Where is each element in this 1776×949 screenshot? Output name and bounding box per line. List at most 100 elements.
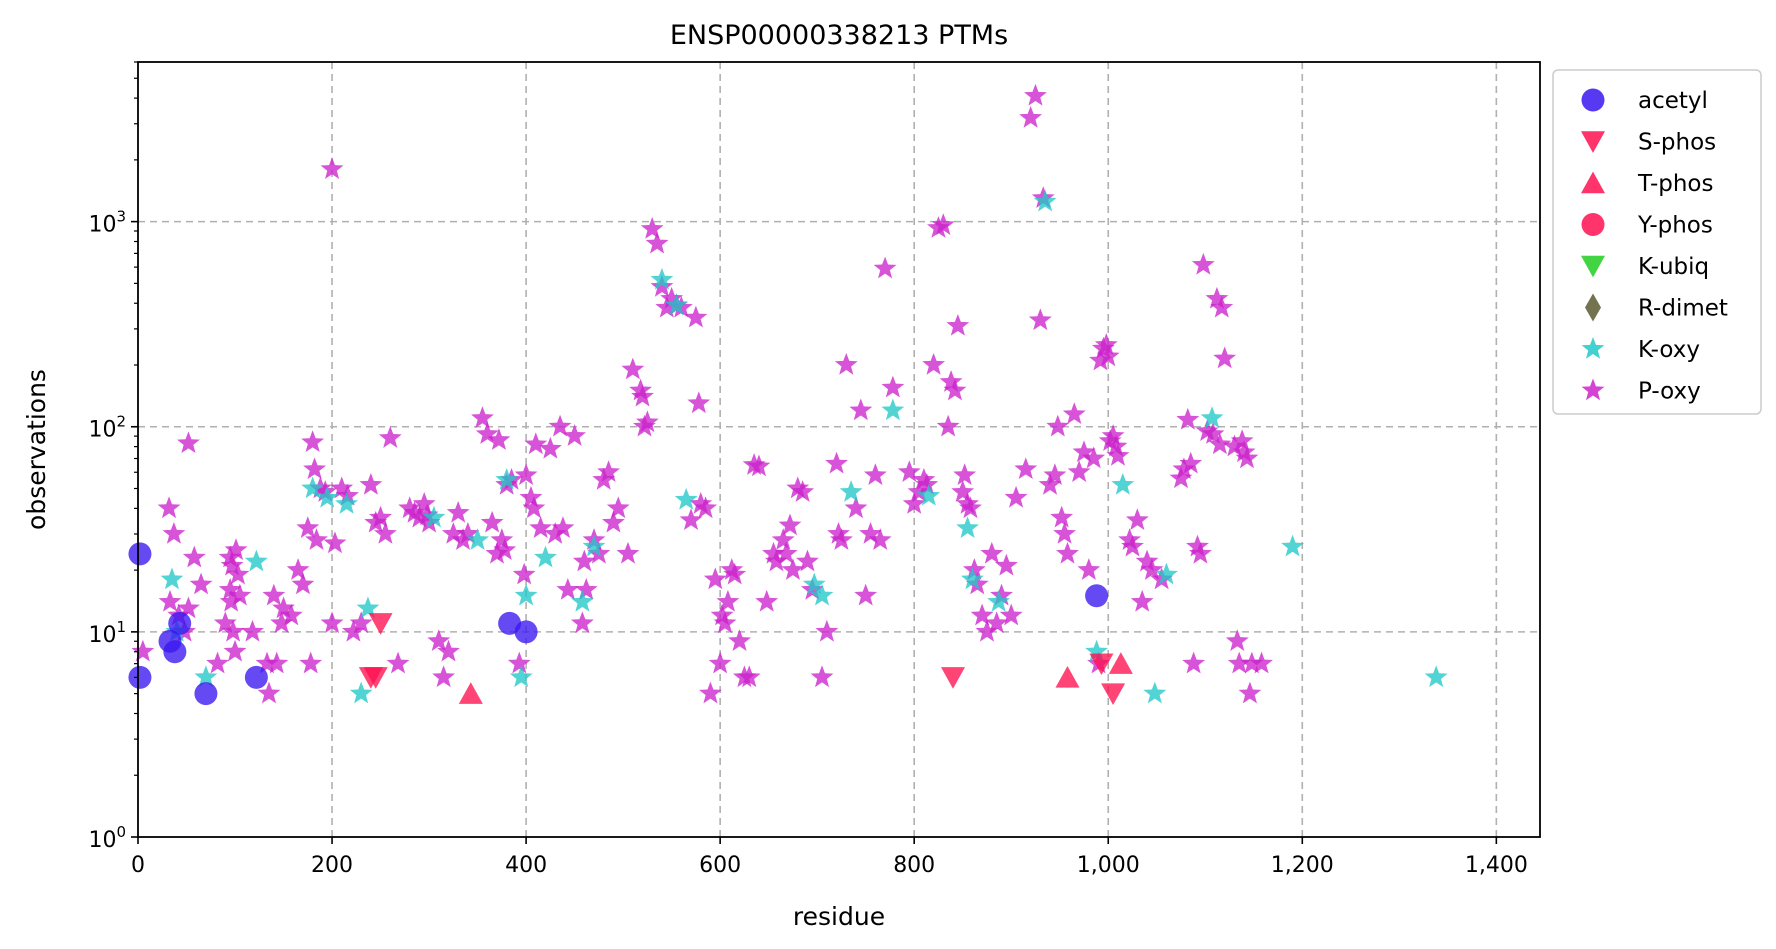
series-K-oxy	[160, 189, 1448, 704]
point-P-oxy	[524, 432, 548, 455]
point-K-oxy	[315, 485, 339, 508]
point-P-oxy	[456, 522, 480, 544]
point-P-oxy	[679, 508, 703, 530]
point-K-oxy	[534, 545, 557, 568]
point-P-oxy	[574, 578, 598, 600]
point-P-oxy	[374, 522, 397, 544]
point-T-phos	[1055, 665, 1080, 688]
point-P-oxy	[514, 463, 538, 485]
legend-marker-P-oxy	[1581, 378, 1605, 401]
point-P-oxy	[936, 414, 960, 437]
point-P-oxy	[946, 313, 970, 336]
point-P-oxy	[1140, 558, 1164, 580]
plot-frame	[137, 61, 1541, 838]
point-P-oxy	[412, 492, 436, 514]
point-P-oxy	[548, 414, 572, 437]
point-P-oxy	[970, 603, 994, 626]
legend-marker-Y-phos	[1581, 213, 1605, 236]
point-P-oxy	[868, 528, 892, 550]
point-P-oxy	[313, 480, 337, 502]
point-K-oxy	[582, 534, 606, 557]
chart-title: ENSP00000338213 PTMs	[670, 20, 1008, 51]
point-P-oxy	[1179, 451, 1203, 474]
point-P-oxy	[446, 500, 470, 523]
point-P-oxy	[650, 275, 674, 297]
point-P-oxy	[713, 611, 737, 634]
series-S-phos	[358, 613, 1126, 706]
point-P-oxy	[572, 549, 596, 572]
point-P-oxy	[956, 492, 979, 514]
point-P-oxy	[708, 651, 732, 674]
point-P-oxy	[359, 473, 383, 495]
point-P-oxy	[980, 541, 1004, 564]
point-P-oxy	[1089, 348, 1112, 371]
point-P-oxy	[834, 353, 858, 375]
point-P-oxy	[441, 522, 465, 544]
point-P-oxy	[182, 545, 206, 568]
point-P-oxy	[1096, 344, 1120, 367]
point-P-oxy	[791, 480, 815, 502]
point-P-oxy	[305, 528, 328, 550]
point-P-oxy	[224, 538, 248, 560]
point-acetyl	[514, 620, 538, 644]
point-P-oxy	[341, 619, 365, 642]
point-P-oxy	[157, 496, 181, 519]
point-P-oxy	[1135, 549, 1159, 572]
point-P-oxy	[703, 567, 727, 590]
point-P-oxy	[629, 378, 652, 401]
point-P-oxy	[1191, 252, 1215, 275]
point-K-oxy	[1200, 406, 1224, 428]
point-P-oxy	[723, 562, 747, 585]
point-P-oxy	[1201, 422, 1225, 444]
legend-label-T-phos: T-phos	[1637, 171, 1713, 197]
point-P-oxy	[931, 213, 955, 235]
point-P-oxy	[1004, 485, 1028, 508]
point-P-oxy	[1230, 429, 1254, 451]
point-K-oxy	[301, 476, 325, 499]
point-P-oxy	[158, 589, 182, 612]
point-P-oxy	[519, 485, 543, 508]
point-P-oxy	[162, 522, 186, 544]
point-S-phos	[1101, 683, 1126, 706]
point-P-oxy	[939, 370, 963, 392]
point-P-oxy	[827, 522, 850, 544]
point-P-oxy	[507, 651, 531, 674]
point-P-oxy	[270, 611, 294, 634]
point-P-oxy	[975, 619, 999, 642]
point-K-oxy	[1155, 562, 1178, 585]
point-P-oxy	[859, 522, 882, 544]
point-P-oxy	[1101, 424, 1125, 446]
point-P-oxy	[621, 357, 645, 380]
point-P-oxy	[1118, 528, 1141, 550]
point-P-oxy	[529, 516, 553, 538]
x-tick-label: 1,400	[1465, 853, 1528, 878]
point-P-oxy	[1094, 333, 1118, 355]
point-P-oxy	[1014, 457, 1038, 480]
point-P-oxy	[810, 665, 834, 688]
point-K-oxy	[987, 589, 1011, 612]
point-P-oxy	[427, 629, 451, 651]
point-K-oxy	[1085, 639, 1109, 662]
x-tick-label: 800	[893, 853, 935, 878]
point-K-oxy	[422, 505, 446, 528]
point-P-oxy	[1050, 505, 1074, 528]
point-P-oxy	[1172, 457, 1196, 480]
point-P-oxy	[320, 611, 344, 634]
point-P-oxy	[922, 353, 946, 375]
point-P-oxy	[1195, 419, 1219, 442]
point-P-oxy	[543, 522, 567, 544]
point-P-oxy	[825, 451, 848, 474]
point-P-oxy	[512, 562, 536, 585]
point-P-oxy	[1182, 651, 1206, 674]
point-P-oxy	[296, 516, 320, 538]
point-P-oxy	[994, 553, 1018, 576]
point-P-oxy	[1225, 629, 1249, 651]
point-P-oxy	[490, 528, 514, 550]
y-tick-label: 101	[88, 618, 126, 648]
y-axis-label: observations	[22, 369, 51, 530]
point-P-oxy	[563, 424, 587, 446]
x-tick-label: 0	[131, 853, 145, 878]
point-P-oxy	[1121, 534, 1144, 557]
point-K-oxy	[881, 398, 905, 421]
